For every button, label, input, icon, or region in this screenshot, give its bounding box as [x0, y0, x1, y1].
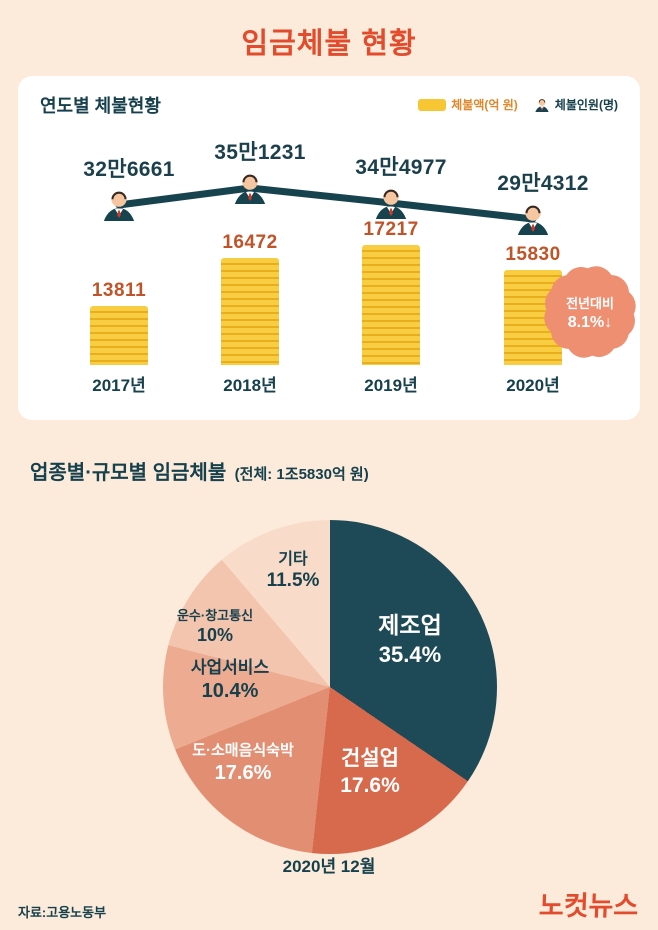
card-title: 연도별 체불현황 [40, 96, 161, 116]
bar-column-2017: 13811 2017년 [49, 280, 189, 396]
people-trend-line [115, 184, 537, 223]
pie-date-label: 2020년 12월 [282, 857, 376, 876]
year-label: 2017년 [92, 376, 146, 395]
year-label: 2020년 [506, 376, 560, 395]
bar-value-label: 16472 [222, 232, 278, 253]
yoy-badge-line2: 8.1%↓ [567, 313, 613, 331]
person-marker-2018 [232, 172, 268, 204]
amount-bar [221, 258, 279, 365]
legend-item-amount: 체불액(억 원) [418, 96, 518, 113]
nocut-news-logo: 노컷뉴스 [538, 891, 639, 921]
person-marker-2020 [515, 203, 551, 235]
bar-column-2018: 16472 2018년 [180, 232, 320, 396]
pie-slice-name: 건설업 [341, 747, 399, 770]
person-icon [232, 172, 268, 204]
source-label: 자료:고용노동부 [18, 905, 107, 920]
amount-swatch-icon [418, 98, 447, 111]
amount-legend-label: 체불액(억 원) [451, 98, 518, 112]
yoy-badge: 전년대비 8.1%↓ [546, 270, 634, 354]
pie-section-title-sub: (전체: 1조5830억 원) [234, 466, 369, 483]
person-marker-2019 [373, 187, 409, 219]
pie-slice-name: 운수·창고통신 [176, 608, 254, 623]
burst-shape [551, 275, 629, 349]
pie-label-etc: 기타 11.5% [228, 550, 358, 593]
pie-slice-pct: 17.6% [340, 774, 400, 798]
pie-slice-name: 기타 [278, 551, 308, 568]
pie-label-construction: 건설업 17.6% [300, 746, 440, 798]
person-icon [101, 189, 137, 221]
chart-legend: 체불액(억 원) 체불인원(명) [418, 96, 618, 113]
person-icon [515, 203, 551, 235]
pie-slice-pct: 35.4% [378, 641, 442, 667]
pie-slice-name: 제조업 [378, 612, 442, 638]
people-value-2018: 35만1231 [214, 141, 306, 164]
amount-bar [90, 306, 148, 365]
pie-slice-pct: 10.4% [201, 680, 259, 703]
yoy-badge-line1: 전년대비 [566, 295, 614, 311]
pie-chart [163, 520, 497, 854]
pie-slice-pct: 10% [196, 624, 234, 645]
pie-label-transport-warehouse: 운수·창고통신 10% [140, 608, 290, 646]
year-label: 2019년 [364, 376, 418, 395]
people-value-2017: 32만6661 [83, 158, 175, 181]
yearly-chart-card: 연도별 체불현황 체불액(억 원) 체불인원(명) [18, 76, 640, 420]
pie-section-title-main: 업종별·규모별 임금체불 [30, 462, 227, 484]
bar-value-label: 17217 [363, 219, 419, 240]
person-icon [373, 187, 409, 219]
bar-value-label: 15830 [505, 244, 561, 265]
person-marker-2017 [101, 189, 137, 221]
pie-slice-name: 사업서비스 [190, 658, 270, 677]
people-legend-label: 체불인원(명) [554, 98, 618, 112]
bar-column-2019: 17217 2019년 [321, 219, 461, 396]
people-value-2020: 29만4312 [497, 172, 589, 195]
pie-label-business-services: 사업서비스 10.4% [155, 658, 305, 703]
person-icon [534, 98, 550, 112]
pie-label-retail-food-lodging: 도·소매음식숙박 17.6% [168, 742, 318, 785]
year-label: 2018년 [223, 376, 277, 395]
pie-section-title: 업종별·규모별 임금체불 (전체: 1조5830억 원) [30, 456, 369, 485]
yoy-badge-text: 전년대비 8.1%↓ [546, 270, 634, 354]
page-title: 임금체불 현황 [241, 28, 417, 60]
pie-label-manufacturing: 제조업 35.4% [340, 612, 480, 668]
people-value-2019: 34만4977 [355, 156, 447, 179]
pie-slice-name: 도·소매음식숙박 [192, 742, 294, 759]
bar-value-label: 13811 [91, 280, 147, 301]
pie-slice-pct: 17.6% [214, 762, 272, 784]
legend-item-people: 체불인원(명) [534, 96, 618, 113]
pie-slice-pct: 11.5% [266, 570, 320, 592]
amount-bar [362, 245, 420, 365]
